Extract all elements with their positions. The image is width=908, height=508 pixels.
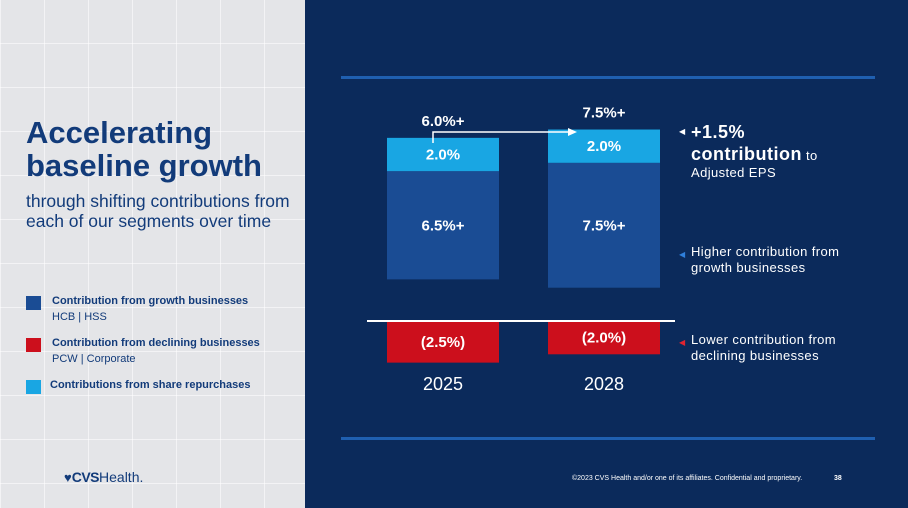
annotation-total-headline: +1.5% [691, 122, 746, 142]
top-divider [341, 76, 875, 79]
label-repurchases-2025: 2.0% [426, 147, 460, 164]
label-declining-2028: (2.0%) [582, 330, 626, 347]
label-total-2028: 7.5%+ [583, 105, 626, 122]
bar-repurchases-2025 [387, 137, 499, 172]
annotation-growth-line1: Higher contribution from [691, 244, 840, 259]
legend-label-repurchases: Contributions from share repurchases [50, 379, 251, 391]
label-growth-2025: 6.5%+ [422, 217, 465, 234]
annotation-total: ◀ +1.5% contribution to Adjusted EPS [679, 121, 818, 181]
bar-growth-2025 [387, 171, 499, 280]
bar-growth-2028 [548, 162, 660, 288]
bar-repurchases-2028 [548, 129, 660, 163]
annotation-total-bold: contribution [691, 144, 802, 164]
cvs-health-logo: ♥CVSHealth. [64, 469, 143, 485]
annotation-declining-line1: Lower contribution from [691, 332, 837, 347]
page-subtitle: through shifting contributions from each… [26, 191, 290, 231]
legend-swatch-declining [26, 338, 41, 352]
label-total-2025: 6.0%+ [422, 113, 465, 130]
bar-declining-2025 [387, 321, 499, 363]
copyright-footer: ©2023 CVS Health and/or one of its affil… [572, 475, 803, 482]
label-repurchases-2028: 2.0% [587, 138, 621, 155]
annotation-total-to: to [801, 148, 818, 163]
triangle-left-icon: ◀ [679, 250, 686, 259]
logo-health-text: Health. [99, 469, 144, 485]
label-growth-2028: 7.5%+ [583, 217, 626, 234]
x-tick-2025: 2025 [423, 374, 463, 394]
annotation-declining-line2: declining businesses [691, 348, 819, 363]
x-tick-2028: 2028 [584, 374, 624, 394]
page-title: Accelerating baseline growth [26, 115, 262, 183]
annotation-declining: ◀ Lower contribution from declining busi… [679, 332, 837, 364]
legend-swatch-growth [26, 296, 41, 310]
bottom-divider [341, 437, 875, 440]
label-declining-2025: (2.5%) [421, 334, 465, 351]
growth-arrow-line [432, 131, 570, 143]
legend-swatch-repurchases [26, 380, 41, 394]
triangle-left-icon: ◀ [679, 127, 686, 136]
annotation-growth-line2: growth businesses [691, 260, 806, 275]
annotation-total-rest: Adjusted EPS [691, 165, 777, 180]
bar-declining-2028 [548, 321, 660, 355]
page-number: 38 [834, 475, 842, 482]
heart-icon: ♥ [64, 470, 72, 485]
arrow-head-icon [568, 128, 577, 136]
triangle-left-icon: ◀ [679, 338, 686, 347]
contribution-chart: (2.5%) 6.5%+ 2.0% 6.0%+ 2025 (2.0%) 7.5%+ 2.0% 7… [367, 105, 675, 394]
legend-label-growth: Contribution from growth businesses [52, 295, 249, 307]
left-panel: Accelerating baseline growth through shi… [0, 0, 305, 508]
annotation-growth: ◀ Higher contribution from growth busine… [679, 244, 840, 276]
legend-label-declining: Contribution from declining businesses [52, 337, 260, 349]
legend-sublabel-growth: HCB | HSS [52, 311, 107, 323]
legend-sublabel-declining: PCW | Corporate [52, 353, 136, 365]
logo-cvs-text: CVS [71, 469, 100, 485]
